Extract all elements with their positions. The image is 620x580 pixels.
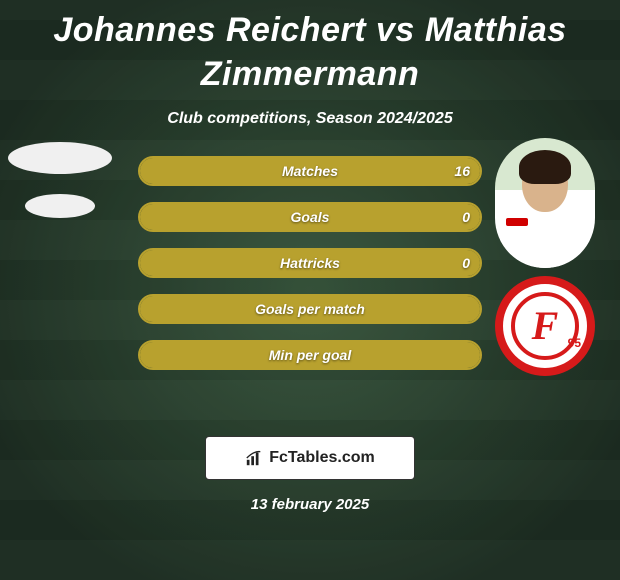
fctables-logo-icon (245, 449, 263, 467)
footer-brand-text: FcTables.com (269, 449, 375, 467)
stat-bar: Hattricks 0 (138, 248, 482, 278)
stat-label: Matches (282, 163, 338, 179)
stat-label: Hattricks (280, 255, 340, 271)
right-player-column: F 95 (490, 138, 600, 376)
footer-brand-box: FcTables.com (205, 436, 415, 480)
stat-label: Goals per match (255, 301, 365, 317)
stats-area: Matches 16 Goals 0 Hattricks 0 Goals per match… (0, 156, 620, 406)
subtitle: Club competitions, Season 2024/2025 (0, 110, 620, 128)
right-player-club-badge: F 95 (495, 276, 595, 376)
stat-label: Min per goal (269, 347, 351, 363)
stat-bar: Goals per match (138, 294, 482, 324)
page-title: Johannes Reichert vs Matthias Zimmermann (0, 8, 620, 96)
badge-number: 95 (568, 336, 581, 350)
stat-value-right: 16 (454, 163, 470, 179)
left-player-photo-placeholder (8, 142, 112, 174)
left-player-column (8, 142, 112, 238)
badge-letter: F (532, 306, 559, 346)
left-player-badge-placeholder (25, 194, 95, 218)
stat-bar: Matches 16 (138, 156, 482, 186)
stat-value-right: 0 (462, 255, 470, 271)
stat-bar: Min per goal (138, 340, 482, 370)
stat-bars: Matches 16 Goals 0 Hattricks 0 Goals per match… (138, 156, 482, 370)
right-player-photo (495, 138, 595, 268)
stat-bar: Goals 0 (138, 202, 482, 232)
stat-value-right: 0 (462, 209, 470, 225)
footer-date: 13 february 2025 (0, 496, 620, 513)
stat-label: Goals (291, 209, 330, 225)
